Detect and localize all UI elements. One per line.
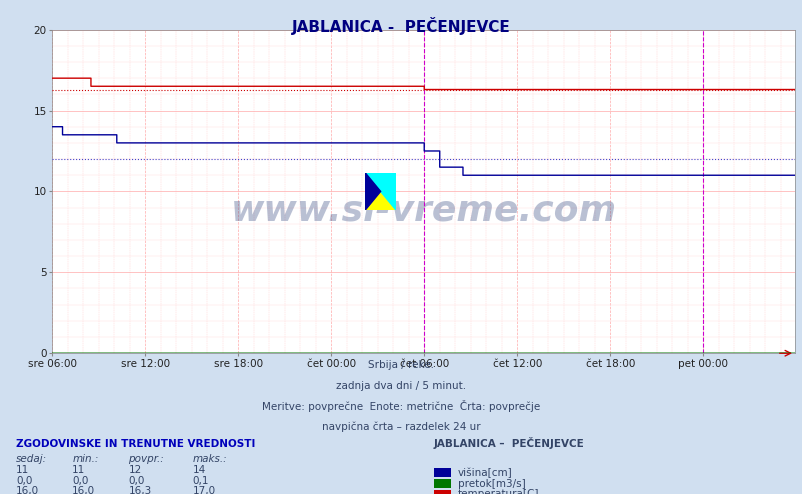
Text: min.:: min.: [72, 454, 99, 464]
Text: 0,0: 0,0 [128, 476, 144, 486]
Text: 0,0: 0,0 [16, 476, 32, 486]
Text: 16,0: 16,0 [72, 487, 95, 494]
Text: Meritve: povprečne  Enote: metrične  Črta: povprečje: Meritve: povprečne Enote: metrične Črta:… [262, 400, 540, 412]
Polygon shape [365, 173, 380, 210]
Text: pretok[m3/s]: pretok[m3/s] [457, 479, 525, 489]
Text: povpr.:: povpr.: [128, 454, 164, 464]
Text: ZGODOVINSKE IN TRENUTNE VREDNOSTI: ZGODOVINSKE IN TRENUTNE VREDNOSTI [16, 439, 255, 449]
Text: 14: 14 [192, 465, 206, 475]
Text: 11: 11 [16, 465, 30, 475]
Text: temperatura[C]: temperatura[C] [457, 490, 538, 494]
Text: 16,3: 16,3 [128, 487, 152, 494]
Text: 0,1: 0,1 [192, 476, 209, 486]
Text: navpična črta – razdelek 24 ur: navpična črta – razdelek 24 ur [322, 422, 480, 432]
Text: višina[cm]: višina[cm] [457, 467, 512, 478]
Text: sedaj:: sedaj: [16, 454, 47, 464]
Text: 17,0: 17,0 [192, 487, 216, 494]
Text: 16,0: 16,0 [16, 487, 39, 494]
Text: 12: 12 [128, 465, 142, 475]
Text: Srbija / reke.: Srbija / reke. [368, 360, 434, 370]
Text: zadnja dva dni / 5 minut.: zadnja dva dni / 5 minut. [336, 381, 466, 391]
Text: 0,0: 0,0 [72, 476, 88, 486]
Text: JABLANICA –  PEČENJEVCE: JABLANICA – PEČENJEVCE [433, 437, 584, 449]
Text: www.si-vreme.com: www.si-vreme.com [230, 194, 616, 228]
Polygon shape [365, 173, 395, 210]
Text: maks.:: maks.: [192, 454, 227, 464]
Text: 11: 11 [72, 465, 86, 475]
Text: JABLANICA -  PEČENJEVCE: JABLANICA - PEČENJEVCE [292, 17, 510, 35]
